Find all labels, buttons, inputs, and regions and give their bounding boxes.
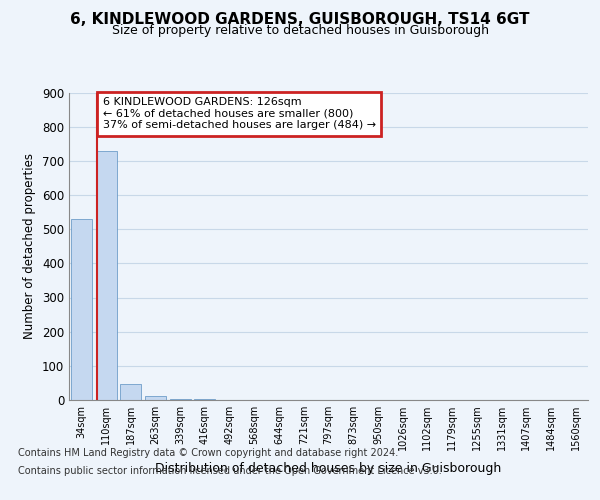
- X-axis label: Distribution of detached houses by size in Guisborough: Distribution of detached houses by size …: [155, 462, 502, 474]
- Text: Size of property relative to detached houses in Guisborough: Size of property relative to detached ho…: [112, 24, 488, 37]
- Text: Contains HM Land Registry data © Crown copyright and database right 2024.: Contains HM Land Registry data © Crown c…: [18, 448, 398, 458]
- Y-axis label: Number of detached properties: Number of detached properties: [23, 153, 37, 339]
- Bar: [170, 399, 191, 400]
- Text: Contains public sector information licensed under the Open Government Licence v3: Contains public sector information licen…: [18, 466, 442, 476]
- Bar: [95, 152, 116, 400]
- Bar: [120, 384, 141, 400]
- Text: 6, KINDLEWOOD GARDENS, GUISBOROUGH, TS14 6GT: 6, KINDLEWOOD GARDENS, GUISBOROUGH, TS14…: [70, 12, 530, 28]
- Bar: [71, 219, 92, 400]
- Bar: [145, 396, 166, 400]
- Text: 6 KINDLEWOOD GARDENS: 126sqm
← 61% of detached houses are smaller (800)
37% of s: 6 KINDLEWOOD GARDENS: 126sqm ← 61% of de…: [103, 97, 376, 130]
